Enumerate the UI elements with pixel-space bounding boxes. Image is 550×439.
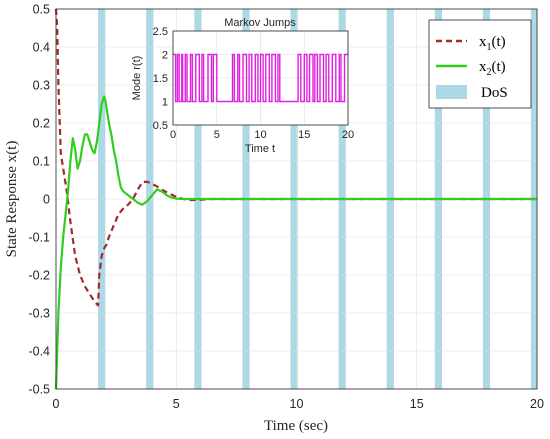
legend: x1(t) x2(t) DoS (428, 19, 532, 109)
inset-x-tick-0: 0 (170, 129, 176, 141)
main-plot-frame (55, 8, 538, 390)
inset-x-tick-10: 10 (254, 129, 266, 141)
legend-x1-label: x1(t) (479, 34, 506, 53)
main-y-tick--0.1: -0.1 (28, 231, 50, 245)
inset-title: Markov Jumps (224, 17, 296, 29)
inset-chart: 0 5 10 15 20 0.5 1 1.5 2 2.5 Markov Jumps Time t… (131, 17, 354, 155)
inset-series (173, 53, 348, 103)
series-x2-line (54, 95, 537, 390)
legend-x1-suffix: (t) (492, 34, 506, 50)
main-series (54, 8, 537, 390)
main-y-tick-0.4: 0.4 (33, 41, 50, 55)
inset-y-tick-labels: 0.5 1 1.5 2 2.5 (153, 26, 168, 132)
main-y-tick--0.3: -0.3 (28, 307, 50, 321)
inset-x-tick-15: 15 (298, 129, 310, 141)
inset-x-axis-label: Time t (245, 143, 275, 155)
legend-x2-sub: 2 (487, 67, 492, 78)
main-x-tick-0: 0 (53, 397, 60, 411)
main-y-tick-0: 0 (43, 193, 50, 207)
inset-y-tick-2: 2 (162, 50, 168, 62)
legend-x1-main: x (479, 34, 487, 50)
main-y-tick-labels: -0.5 -0.4 -0.3 -0.2 -0.1 0 0.1 0.2 0.3 0.4 0.5 (28, 3, 50, 397)
main-x-tick-10: 10 (290, 397, 304, 411)
inset-x-tick-5: 5 (214, 129, 220, 141)
inset-y-tick-0.5: 0.5 (153, 120, 168, 132)
main-y-tick-0.3: 0.3 (33, 79, 50, 93)
legend-x2-label: x2(t) (479, 59, 506, 78)
legend-x2-suffix: (t) (492, 59, 506, 75)
inset-x-tick-20: 20 (342, 129, 354, 141)
inset-x-tick-labels: 0 5 10 15 20 (170, 129, 354, 141)
legend-x1-sub: 1 (487, 42, 492, 53)
main-x-axis-label: Time (sec) (264, 418, 328, 434)
main-x-tick-15: 15 (410, 397, 424, 411)
inset-y-tick-2.5: 2.5 (153, 26, 168, 38)
legend-x2-main: x (479, 59, 487, 75)
inset-y-tick-1.5: 1.5 (153, 73, 168, 85)
main-y-tick--0.2: -0.2 (28, 269, 50, 283)
main-y-tick--0.5: -0.5 (28, 383, 50, 397)
legend-dos-swatch (436, 85, 467, 99)
inset-plot-frame (172, 30, 349, 126)
main-x-tick-labels: 0 5 10 15 20 (53, 397, 544, 411)
main-x-tick-5: 5 (173, 397, 180, 411)
main-y-tick-0.2: 0.2 (33, 117, 50, 131)
main-y-tick-0.1: 0.1 (33, 155, 50, 169)
main-y-axis-label: State Response x(t) (4, 141, 20, 258)
main-y-tick-0.5: 0.5 (33, 3, 50, 17)
inset-y-tick-1: 1 (162, 97, 168, 109)
inset-y-axis-label: Mode r(t) (131, 56, 143, 101)
main-y-tick--0.4: -0.4 (28, 345, 50, 359)
main-x-tick-20: 20 (530, 397, 544, 411)
legend-dos-label: DoS (481, 85, 508, 101)
inset-mode-series-1 (173, 53, 348, 103)
